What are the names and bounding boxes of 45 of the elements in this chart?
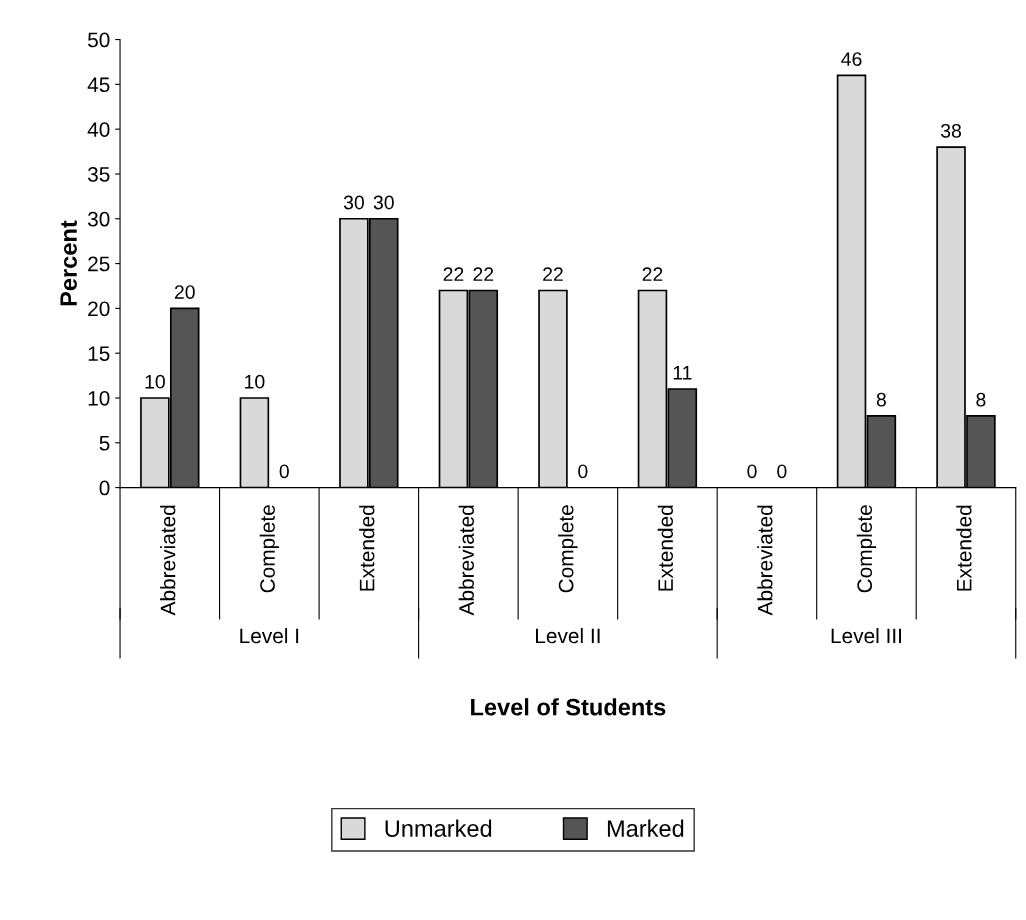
data-label: 22 xyxy=(543,267,563,281)
data-label: 38 xyxy=(940,123,962,138)
y-axis-title: Percent xyxy=(60,220,77,306)
y-tick-label: 50 xyxy=(87,32,110,48)
x-tick-label: Complete xyxy=(558,505,578,593)
x-tick-label: Extended xyxy=(657,505,674,591)
data-label: 0 xyxy=(777,464,787,479)
y-tick-label: 25 xyxy=(88,256,110,272)
data-label: 8 xyxy=(976,392,986,407)
data-label: 0 xyxy=(747,464,757,479)
y-tick-label: 30 xyxy=(87,211,110,227)
text: Level III xyxy=(831,627,902,644)
data-label: 10 xyxy=(245,374,265,389)
data-label: 20 xyxy=(174,285,195,299)
data-label: 11 xyxy=(673,366,692,380)
x-tick-label: Extended xyxy=(956,505,972,591)
y-tick-label: 20 xyxy=(88,301,110,317)
legend-label: Marked xyxy=(607,819,684,837)
data-label: 22 xyxy=(443,267,464,281)
data-label: 8 xyxy=(876,392,886,407)
data-label: 30 xyxy=(343,195,364,210)
y-tick-label: 15 xyxy=(88,346,110,361)
text: Level II xyxy=(536,627,600,644)
x-tick-label: Abbreviated xyxy=(160,505,176,616)
x-axis-title: Level of Students xyxy=(471,698,666,716)
y-tick-label: 0 xyxy=(99,480,110,496)
x-tick-label: Extended xyxy=(359,505,375,591)
data-label: 10 xyxy=(145,374,165,389)
data-label: 0 xyxy=(279,464,289,479)
data-label: 30 xyxy=(373,195,394,210)
legend-label: Unmarked xyxy=(385,819,492,837)
data-label: 22 xyxy=(473,267,494,281)
y-tick-label: 40 xyxy=(87,122,110,137)
x-tick-label: Abbreviated xyxy=(458,505,474,616)
data-label: 22 xyxy=(642,267,663,281)
y-tick-label: 35 xyxy=(87,166,110,182)
y-tick-label: 5 xyxy=(99,436,110,451)
x-tick-label: Complete xyxy=(856,505,877,593)
text: Level I xyxy=(240,627,299,644)
x-tick-label: Abbreviated xyxy=(757,505,773,616)
data-label: 46 xyxy=(841,52,862,66)
y-tick-label: 45 xyxy=(87,77,110,93)
y-tick-label: 10 xyxy=(88,390,110,406)
x-tick-label: Complete xyxy=(259,505,280,593)
data-label: 0 xyxy=(578,464,588,479)
